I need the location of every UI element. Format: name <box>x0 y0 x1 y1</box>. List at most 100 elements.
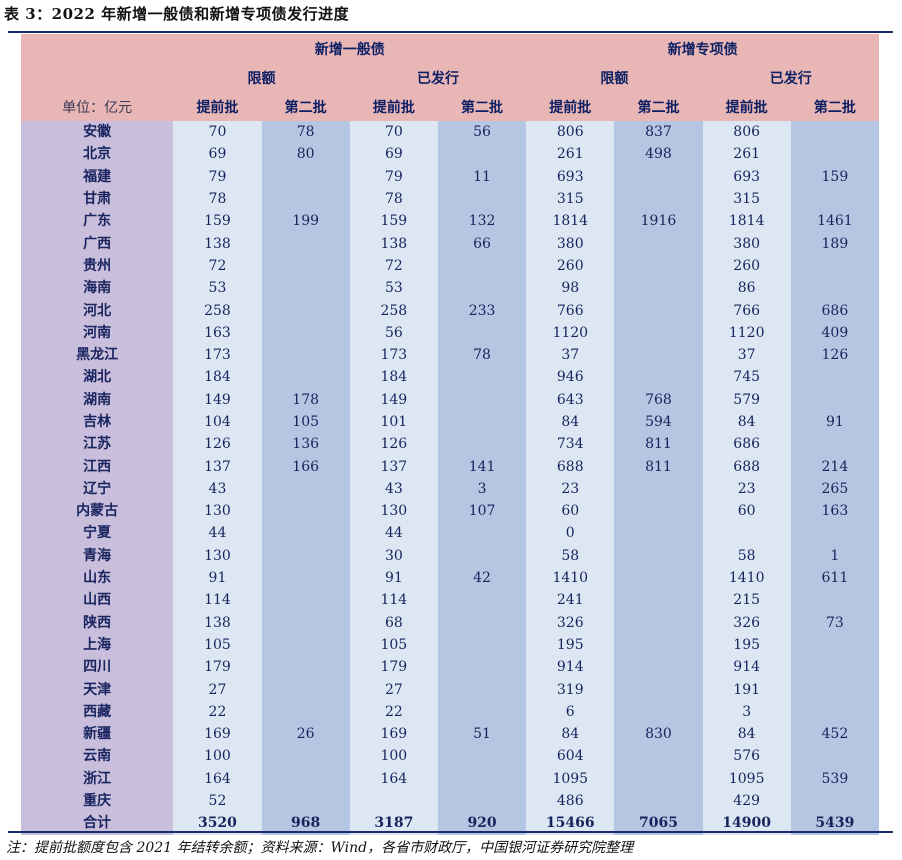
header-special-bond: 新增专项债 <box>526 34 879 63</box>
value-cell: 539 <box>790 767 879 790</box>
value-cell <box>437 700 527 724</box>
value-cell: 258 <box>349 299 438 322</box>
value-cell: 132 <box>437 210 527 233</box>
value-cell <box>437 544 527 567</box>
value-cell: 130 <box>173 544 262 567</box>
value-cell: 914 <box>526 656 615 679</box>
province-cell: 青海 <box>21 544 174 567</box>
value-cell: 265 <box>790 477 879 501</box>
value-cell: 315 <box>702 187 791 211</box>
value-cell <box>261 366 350 389</box>
value-cell <box>702 522 791 545</box>
value-cell: 114 <box>173 589 262 612</box>
unit-label: 单位：亿元 <box>21 92 174 121</box>
value-cell <box>614 633 703 657</box>
value-cell: 837 <box>614 121 703 144</box>
province-cell: 陕西 <box>21 611 174 634</box>
value-cell: 486 <box>526 789 615 813</box>
value-cell <box>437 433 527 456</box>
value-cell: 130 <box>349 500 438 523</box>
value-cell: 380 <box>702 232 791 255</box>
value-cell: 173 <box>173 343 262 367</box>
table-row: 吉林 104 105 101 84 594 84 91 <box>21 410 879 434</box>
value-cell: 138 <box>173 232 262 255</box>
header-special-quota: 限额 <box>526 63 703 92</box>
value-cell <box>437 745 527 768</box>
value-cell: 44 <box>349 522 438 545</box>
value-cell <box>261 678 350 701</box>
value-cell <box>614 745 703 768</box>
value-cell: 688 <box>702 455 791 478</box>
value-cell <box>261 299 350 322</box>
value-cell: 69 <box>173 143 262 166</box>
value-cell <box>790 433 879 456</box>
source-note: 注：提前批额度包含 2021 年结转余额；资料来源：Wind，各省市财政厅，中国… <box>6 840 634 856</box>
value-cell <box>790 522 879 545</box>
value-cell: 1814 <box>526 210 615 233</box>
value-cell: 72 <box>173 254 262 278</box>
province-cell: 辽宁 <box>21 477 174 501</box>
value-cell: 141 <box>437 455 527 478</box>
value-cell <box>261 767 350 790</box>
value-cell: 768 <box>614 388 703 411</box>
value-cell: 215 <box>702 589 791 612</box>
province-cell: 合计 <box>21 812 174 835</box>
value-cell: 72 <box>349 254 438 278</box>
value-cell <box>614 366 703 389</box>
value-cell <box>437 254 527 278</box>
province-cell: 天津 <box>21 678 174 701</box>
value-cell: 3 <box>437 477 527 501</box>
value-cell: 811 <box>614 455 703 478</box>
value-cell <box>790 277 879 300</box>
value-cell: 766 <box>702 299 791 322</box>
value-cell: 100 <box>349 745 438 768</box>
value-cell: 91 <box>349 566 438 590</box>
value-cell: 84 <box>526 723 615 746</box>
value-cell: 26 <box>261 723 350 746</box>
value-cell <box>261 500 350 523</box>
value-cell: 164 <box>173 767 262 790</box>
table-row: 湖南 149 178 149 643 768 579 <box>21 388 879 411</box>
value-cell: 1120 <box>702 321 791 344</box>
value-cell <box>614 678 703 701</box>
value-cell <box>790 143 879 166</box>
value-cell <box>261 589 350 612</box>
header-special-issued: 已发行 <box>702 63 879 92</box>
province-cell: 吉林 <box>21 410 174 434</box>
province-cell: 山东 <box>21 566 174 590</box>
value-cell: 138 <box>173 611 262 634</box>
header-corner <box>21 34 174 63</box>
value-cell <box>437 187 527 211</box>
value-cell: 100 <box>173 745 262 768</box>
value-cell: 1095 <box>526 767 615 790</box>
value-cell: 27 <box>349 678 438 701</box>
value-cell <box>790 187 879 211</box>
table-row: 河北 258 258 233 766 766 686 <box>21 299 879 322</box>
value-cell: 184 <box>349 366 438 389</box>
table-row: 山西 114 114 241 215 <box>21 589 879 612</box>
value-cell <box>614 165 703 188</box>
value-cell: 233 <box>437 299 527 322</box>
value-cell: 91 <box>790 410 879 434</box>
value-cell: 686 <box>790 299 879 322</box>
value-cell: 78 <box>261 121 350 144</box>
value-cell <box>437 589 527 612</box>
value-cell: 23 <box>526 477 615 501</box>
value-cell: 189 <box>790 232 879 255</box>
value-cell: 164 <box>349 767 438 790</box>
value-cell: 429 <box>702 789 791 813</box>
value-cell: 688 <box>526 455 615 478</box>
value-cell: 84 <box>526 410 615 434</box>
province-cell: 福建 <box>21 165 174 188</box>
value-cell: 53 <box>349 277 438 300</box>
col-batch2: 第二批 <box>790 92 879 121</box>
value-cell: 576 <box>702 745 791 768</box>
value-cell <box>261 789 350 813</box>
table-row: 江苏 126 136 126 734 811 686 <box>21 433 879 456</box>
value-cell: 594 <box>614 410 703 434</box>
value-cell <box>261 477 350 501</box>
province-cell: 贵州 <box>21 254 174 278</box>
value-cell <box>614 544 703 567</box>
value-cell <box>614 566 703 590</box>
value-cell <box>437 388 527 411</box>
